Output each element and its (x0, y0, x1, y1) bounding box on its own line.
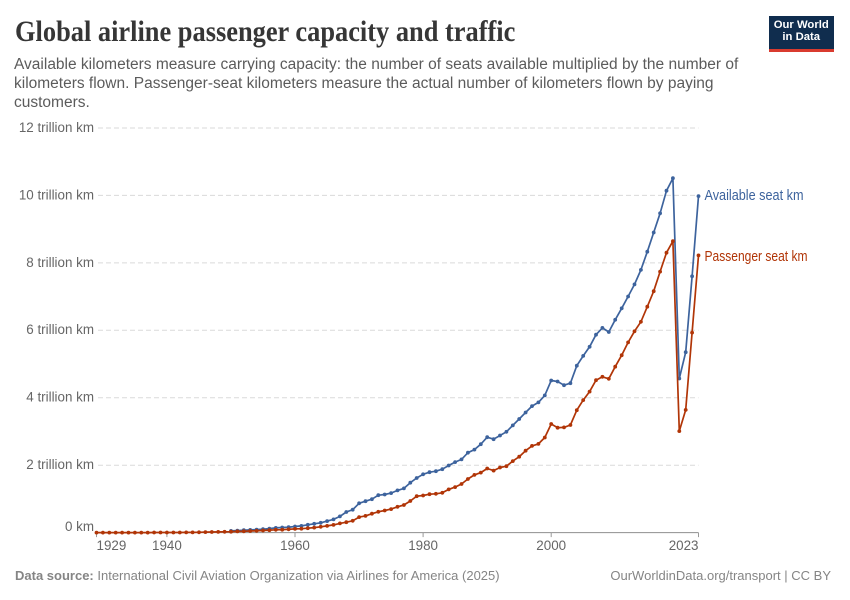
svg-text:Passenger seat km: Passenger seat km (705, 248, 808, 265)
svg-text:0 km: 0 km (65, 519, 94, 534)
svg-text:2023: 2023 (669, 538, 699, 553)
svg-text:1940: 1940 (152, 538, 182, 553)
svg-text:10 trillion km: 10 trillion km (19, 187, 94, 202)
svg-text:Available seat km: Available seat km (705, 187, 804, 204)
svg-text:2000: 2000 (536, 538, 566, 553)
svg-text:1929: 1929 (97, 538, 127, 553)
svg-text:6 trillion km: 6 trillion km (26, 322, 94, 337)
svg-text:1960: 1960 (280, 538, 310, 553)
svg-text:2 trillion km: 2 trillion km (26, 457, 94, 472)
svg-text:4 trillion km: 4 trillion km (26, 390, 94, 405)
svg-text:1980: 1980 (408, 538, 438, 553)
svg-text:12 trillion km: 12 trillion km (19, 120, 94, 135)
svg-text:8 trillion km: 8 trillion km (26, 255, 94, 270)
